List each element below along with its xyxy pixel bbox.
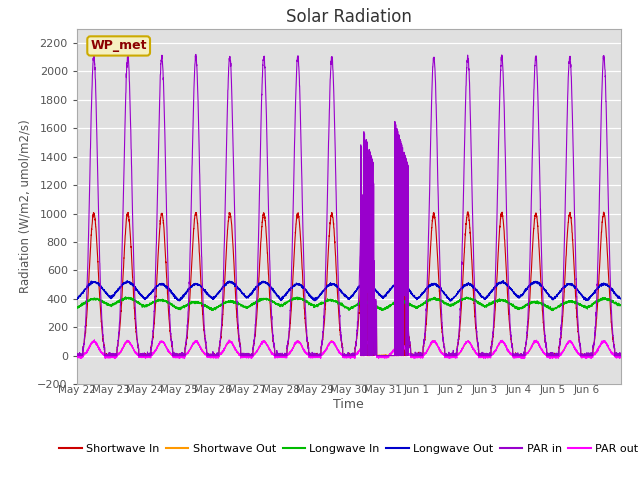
Text: WP_met: WP_met: [90, 39, 147, 52]
X-axis label: Time: Time: [333, 398, 364, 411]
Legend: Shortwave In, Shortwave Out, Longwave In, Longwave Out, PAR in, PAR out: Shortwave In, Shortwave Out, Longwave In…: [55, 439, 640, 458]
Y-axis label: Radiation (W/m2, umol/m2/s): Radiation (W/m2, umol/m2/s): [19, 120, 32, 293]
Title: Solar Radiation: Solar Radiation: [286, 8, 412, 26]
